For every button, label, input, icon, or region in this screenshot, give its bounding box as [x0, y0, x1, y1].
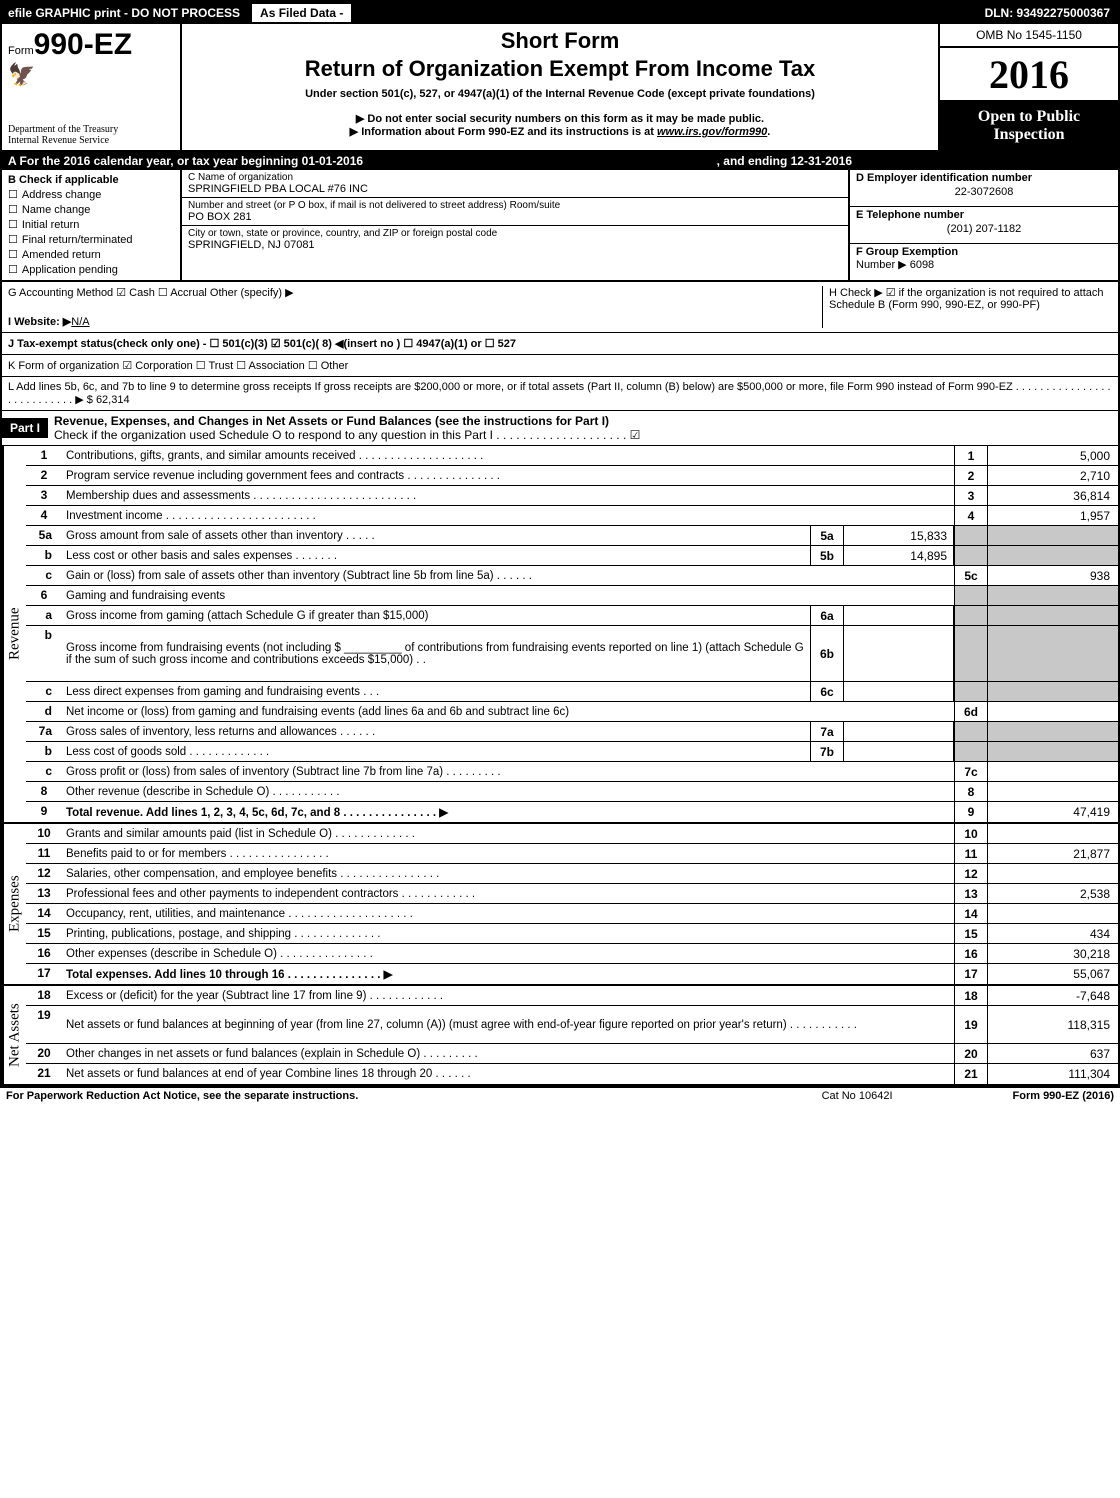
side-net-assets: Net Assets — [2, 986, 26, 1084]
header-left: Form990-EZ 🦅 Department of the Treasury … — [2, 24, 182, 150]
checkbox-address[interactable]: ☐ — [8, 188, 18, 201]
header-right: OMB No 1545-1150 2016 Open to Public Ins… — [938, 24, 1118, 150]
info-line: ▶ Information about Form 990-EZ and its … — [192, 125, 928, 138]
street-value: PO BOX 281 — [188, 211, 842, 223]
line13-value: 2,538 — [988, 884, 1118, 903]
line7b-value — [844, 742, 954, 761]
pra-notice: For Paperwork Reduction Act Notice, see … — [6, 1090, 358, 1102]
line5a-value: 15,833 — [844, 526, 954, 545]
net-assets-block: Net Assets 18Excess or (deficit) for the… — [2, 986, 1118, 1086]
col-b-checkboxes: B Check if applicable ☐Address change ☐N… — [2, 170, 182, 280]
dept-treasury: Department of the Treasury — [8, 124, 174, 135]
eagle-icon: 🦅 — [8, 62, 174, 88]
checkbox-final[interactable]: ☐ — [8, 233, 18, 246]
line16-value: 30,218 — [988, 944, 1118, 963]
side-revenue: Revenue — [2, 446, 26, 822]
group-exemption-value: 6098 — [910, 259, 934, 271]
entity-block: B Check if applicable ☐Address change ☐N… — [2, 170, 1118, 282]
return-title: Return of Organization Exempt From Incom… — [192, 56, 928, 82]
short-form-title: Short Form — [192, 28, 928, 54]
col-c-org: C Name of organization SPRINGFIELD PBA L… — [182, 170, 848, 280]
tax-year: 2016 — [940, 48, 1118, 102]
line6a-value — [844, 606, 954, 625]
open-to-public: Open to Public Inspection — [940, 102, 1118, 150]
top-bar: efile GRAPHIC print - DO NOT PROCESS As … — [2, 2, 1118, 24]
line6d-value — [988, 702, 1118, 721]
row-a-tax-year: A For the 2016 calendar year, or tax yea… — [2, 152, 1118, 170]
line19-value: 118,315 — [988, 1006, 1118, 1043]
efile-label: efile GRAPHIC print - DO NOT PROCESS — [2, 4, 246, 22]
checkbox-name[interactable]: ☐ — [8, 203, 18, 216]
do-not-enter: ▶ Do not enter social security numbers o… — [192, 112, 928, 125]
line11-value: 21,877 — [988, 844, 1118, 863]
line14-value — [988, 904, 1118, 923]
street-label: Number and street (or P O box, if mail i… — [188, 200, 842, 211]
under-section: Under section 501(c), 527, or 4947(a)(1)… — [192, 88, 928, 100]
line17-value: 55,067 — [988, 964, 1118, 984]
h-check: H Check ▶ ☑ if the organization is not r… — [822, 286, 1112, 328]
revenue-block: Revenue 1Contributions, gifts, grants, a… — [2, 446, 1118, 824]
omb-number: OMB No 1545-1150 — [940, 24, 1118, 48]
dept-irs: Internal Revenue Service — [8, 135, 174, 146]
line12-value — [988, 864, 1118, 883]
page-footer: For Paperwork Reduction Act Notice, see … — [0, 1088, 1120, 1104]
line5c-value: 938 — [988, 566, 1118, 585]
line1-value: 5,000 — [988, 446, 1118, 465]
line7c-value — [988, 762, 1118, 781]
website-value: N/A — [71, 316, 89, 328]
line8-value — [988, 782, 1118, 801]
i-website-label: I Website: ▶ — [8, 316, 71, 328]
phone-value: (201) 207-1182 — [856, 221, 1112, 235]
line20-value: 637 — [988, 1044, 1118, 1063]
form-number: 990-EZ — [34, 28, 132, 61]
line7a-value — [844, 722, 954, 741]
expenses-block: Expenses 10Grants and similar amounts pa… — [2, 824, 1118, 986]
line10-value — [988, 824, 1118, 843]
form-number-footer: Form 990-EZ (2016) — [1013, 1090, 1115, 1102]
j-tax-exempt: J Tax-exempt status(check only one) - ☐ … — [2, 333, 1118, 355]
form-container: efile GRAPHIC print - DO NOT PROCESS As … — [0, 0, 1120, 1088]
accounting-method: G Accounting Method ☑ Cash ☐ Accrual Oth… — [2, 282, 1118, 333]
l-amount: 62,314 — [96, 394, 130, 406]
ein-value: 22-3072608 — [856, 184, 1112, 198]
group-exemption-label: F Group Exemption — [856, 246, 958, 258]
l-gross-receipts: L Add lines 5b, 6c, and 7b to line 9 to … — [2, 377, 1118, 411]
cat-number: Cat No 10642I — [822, 1090, 893, 1102]
part1-label: Part I — [2, 418, 48, 438]
line15-value: 434 — [988, 924, 1118, 943]
form-prefix: Form — [8, 45, 34, 57]
line3-value: 36,814 — [988, 486, 1118, 505]
city-value: SPRINGFIELD, NJ 07081 — [188, 239, 842, 251]
side-expenses: Expenses — [2, 824, 26, 984]
line21-value: 111,304 — [988, 1064, 1118, 1084]
form-header: Form990-EZ 🦅 Department of the Treasury … — [2, 24, 1118, 152]
as-filed-label: As Filed Data - — [250, 2, 353, 24]
checkbox-initial[interactable]: ☐ — [8, 218, 18, 231]
line6b-value — [844, 626, 954, 681]
part1-header: Part I Revenue, Expenses, and Changes in… — [2, 411, 1118, 446]
line18-value: -7,648 — [988, 986, 1118, 1005]
line9-value: 47,419 — [988, 802, 1118, 822]
org-name: SPRINGFIELD PBA LOCAL #76 INC — [188, 183, 842, 195]
line5b-value: 14,895 — [844, 546, 954, 565]
k-form-org: K Form of organization ☑ Corporation ☐ T… — [2, 355, 1118, 377]
checkbox-application[interactable]: ☐ — [8, 263, 18, 276]
org-name-label: C Name of organization — [188, 172, 842, 183]
irs-link[interactable]: www.irs.gov/form990 — [657, 126, 767, 138]
line6c-value — [844, 682, 954, 701]
phone-label: E Telephone number — [856, 209, 964, 221]
city-label: City or town, state or province, country… — [188, 228, 842, 239]
line4-value: 1,957 — [988, 506, 1118, 525]
dln-label: DLN: 93492275000367 — [977, 4, 1118, 22]
ein-label: D Employer identification number — [856, 172, 1032, 184]
header-middle: Short Form Return of Organization Exempt… — [182, 24, 938, 150]
line2-value: 2,710 — [988, 466, 1118, 485]
checkbox-amended[interactable]: ☐ — [8, 248, 18, 261]
g-accounting: G Accounting Method ☑ Cash ☐ Accrual Oth… — [8, 286, 822, 315]
col-def: D Employer identification number 22-3072… — [848, 170, 1118, 280]
